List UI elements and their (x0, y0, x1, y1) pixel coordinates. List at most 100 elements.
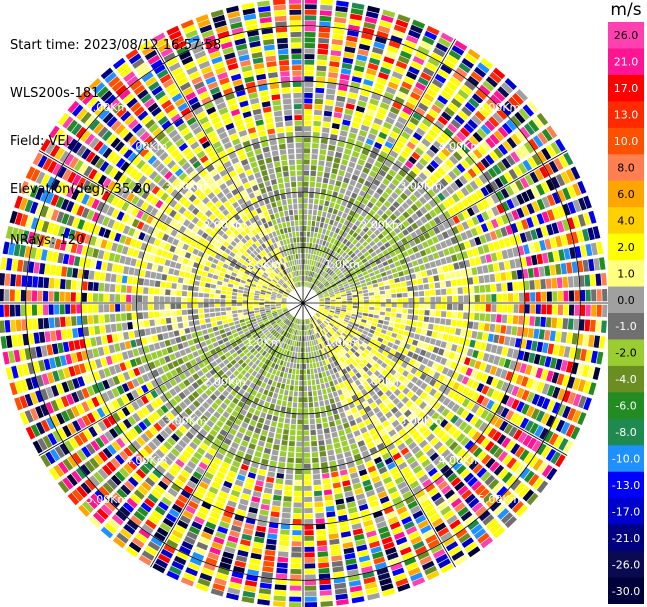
range-gate (66, 267, 73, 278)
range-gate (297, 408, 303, 414)
range-gate (338, 370, 344, 377)
range-gate (290, 322, 294, 328)
range-gate (265, 544, 276, 551)
range-gate (144, 167, 154, 177)
range-gate (259, 303, 265, 305)
range-gate (274, 276, 280, 281)
range-gate (251, 197, 258, 204)
range-gate (323, 311, 329, 314)
range-gate (180, 186, 189, 195)
range-gate (203, 410, 212, 419)
range-gate (273, 601, 286, 607)
range-gate (359, 445, 368, 453)
range-gate (140, 395, 149, 405)
range-gate (193, 234, 201, 242)
range-gate (430, 544, 443, 554)
range-gate (27, 362, 35, 375)
range-gate (261, 357, 267, 363)
range-gate (190, 359, 197, 366)
range-gate (440, 318, 446, 325)
range-gate (207, 552, 220, 561)
range-gate (204, 452, 214, 461)
range-gate (234, 418, 242, 426)
range-gate (206, 277, 212, 283)
range-gate (248, 354, 255, 360)
range-gate (180, 489, 191, 499)
range-gate (40, 419, 51, 433)
range-gate (233, 317, 239, 322)
range-gate (90, 337, 97, 347)
range-gate (189, 121, 200, 131)
range-gate (206, 323, 212, 329)
range-gate (403, 521, 415, 530)
range-gate (225, 377, 232, 385)
range-gate (447, 493, 459, 504)
range-gate (222, 263, 229, 269)
range-gate (348, 132, 357, 140)
range-gate (377, 337, 384, 343)
range-gate (175, 262, 182, 270)
range-gate (192, 551, 205, 561)
range-gate (354, 379, 361, 386)
range-gate (410, 572, 423, 582)
range-gate (174, 499, 186, 509)
range-gate (276, 308, 282, 312)
range-gate (286, 238, 290, 244)
range-gate (290, 568, 302, 575)
range-gate (162, 364, 170, 373)
range-gate (470, 369, 479, 379)
range-gate (424, 395, 433, 404)
range-gate (544, 356, 552, 368)
range-gate (212, 506, 223, 515)
range-gate (256, 254, 262, 260)
range-gate (231, 296, 237, 300)
range-gate (332, 367, 338, 374)
range-gate (251, 370, 258, 377)
range-gate (441, 311, 447, 318)
range-gate (273, 314, 279, 318)
range-gate (303, 375, 307, 380)
range-gate (196, 55, 209, 65)
range-gate (353, 430, 361, 437)
range-gate (440, 505, 452, 516)
range-gate (189, 427, 198, 436)
range-gate (304, 336, 307, 342)
range-gate (194, 546, 207, 556)
range-gate (417, 411, 426, 420)
range-gate (539, 355, 547, 366)
range-gate (376, 520, 387, 529)
range-gate (482, 514, 495, 526)
range-gate (264, 270, 270, 275)
range-gate (162, 332, 169, 340)
range-gate (211, 402, 219, 410)
range-gate (228, 582, 242, 590)
range-gate (199, 155, 209, 164)
range-gate (333, 571, 345, 578)
range-gate (533, 328, 540, 339)
range-gate (456, 406, 465, 416)
range-gate (248, 394, 255, 401)
range-gate (253, 202, 260, 209)
range-gate (398, 329, 404, 335)
range-gate (309, 318, 312, 324)
range-gate (273, 324, 279, 329)
range-gate (424, 351, 432, 359)
range-gate (283, 337, 287, 343)
range-gate (150, 218, 159, 227)
range-gate (314, 255, 318, 261)
range-gate (268, 527, 278, 534)
range-gate (241, 384, 249, 391)
range-gate (35, 203, 44, 216)
range-gate (295, 458, 303, 464)
range-gate (225, 229, 232, 236)
range-gate (258, 321, 264, 326)
range-gate (210, 462, 219, 470)
range-gate (279, 314, 285, 318)
range-gate (158, 240, 166, 249)
range-gate (180, 469, 191, 479)
range-gate (511, 326, 518, 336)
range-gate (335, 322, 341, 327)
range-gate (205, 40, 218, 49)
range-gate (293, 329, 296, 335)
range-gate (332, 191, 339, 198)
